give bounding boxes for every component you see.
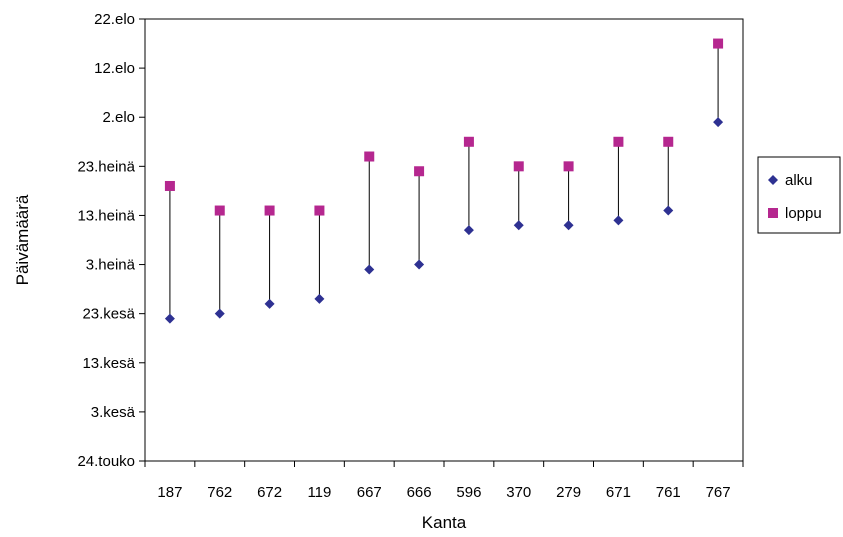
x-tick-label: 370 <box>506 484 531 501</box>
data-point-loppu <box>513 161 524 172</box>
data-point-loppu <box>463 136 474 147</box>
data-point-alku <box>314 293 325 304</box>
connector-lines <box>169 43 719 319</box>
data-point-loppu <box>314 205 325 216</box>
data-point-alku <box>513 220 524 231</box>
data-point-loppu <box>563 161 574 172</box>
data-point-alku <box>364 264 375 275</box>
y-tick-label: 13.kesä <box>82 355 135 372</box>
y-axis-title: Päivämäärä <box>13 194 32 285</box>
data-point-alku <box>713 117 724 128</box>
legend-marker-alku <box>768 175 778 185</box>
data-point-loppu <box>164 180 175 191</box>
y-tick-label: 24.touko <box>77 453 135 470</box>
x-tick-label: 119 <box>307 484 331 501</box>
legend-label-loppu: loppu <box>785 205 822 222</box>
data-point-alku <box>463 225 474 236</box>
x-tick-label: 187 <box>157 484 182 501</box>
data-point-loppu <box>214 205 225 216</box>
data-point-alku <box>663 205 674 216</box>
series-markers <box>164 38 724 324</box>
y-tick-label: 13.heinä <box>77 207 135 224</box>
y-tick-label: 23.kesä <box>82 306 135 323</box>
legend-label-alku: alku <box>785 172 813 189</box>
y-tick-label: 3.kesä <box>91 404 136 421</box>
y-axis: 24.touko 3.kesä 13.kesä 23.kesä 3.heinä 13.he… <box>77 11 145 470</box>
data-point-alku <box>414 259 425 270</box>
y-tick-label: 23.heinä <box>77 158 135 175</box>
y-tick-label: 12.elo <box>94 60 135 77</box>
y-tick-label: 22.elo <box>94 11 135 28</box>
x-axis-title: Kanta <box>422 513 467 532</box>
data-point-alku <box>264 298 275 309</box>
data-point-alku <box>613 215 624 226</box>
x-tick-label: 671 <box>606 484 631 501</box>
legend: alku loppu <box>757 156 841 234</box>
x-tick-label: 761 <box>656 484 681 501</box>
x-tick-label: 767 <box>706 484 731 501</box>
x-tick-label: 672 <box>257 484 282 501</box>
data-point-loppu <box>713 38 724 49</box>
y-tick-label: 3.heinä <box>86 257 136 274</box>
data-point-loppu <box>364 151 375 162</box>
data-point-alku <box>164 313 175 324</box>
x-tick-label: 666 <box>407 484 432 501</box>
x-tick-label: 596 <box>456 484 481 501</box>
data-point-loppu <box>264 205 275 216</box>
data-point-loppu <box>663 136 674 147</box>
x-tick-label: 762 <box>207 484 232 501</box>
data-point-loppu <box>613 136 624 147</box>
data-point-alku <box>563 220 574 231</box>
x-tick-label: 667 <box>357 484 382 501</box>
x-tick-label: 279 <box>556 484 581 501</box>
plot-area <box>144 18 744 462</box>
x-axis: 187 762 672 119 667 666 596 370 279 671 761 767 <box>144 461 744 501</box>
y-tick-label: 2.elo <box>102 109 135 126</box>
legend-box <box>757 156 841 234</box>
plot-border <box>144 18 744 462</box>
legend-marker-loppu <box>768 208 778 218</box>
data-point-alku <box>214 308 225 319</box>
data-point-loppu <box>414 166 425 177</box>
